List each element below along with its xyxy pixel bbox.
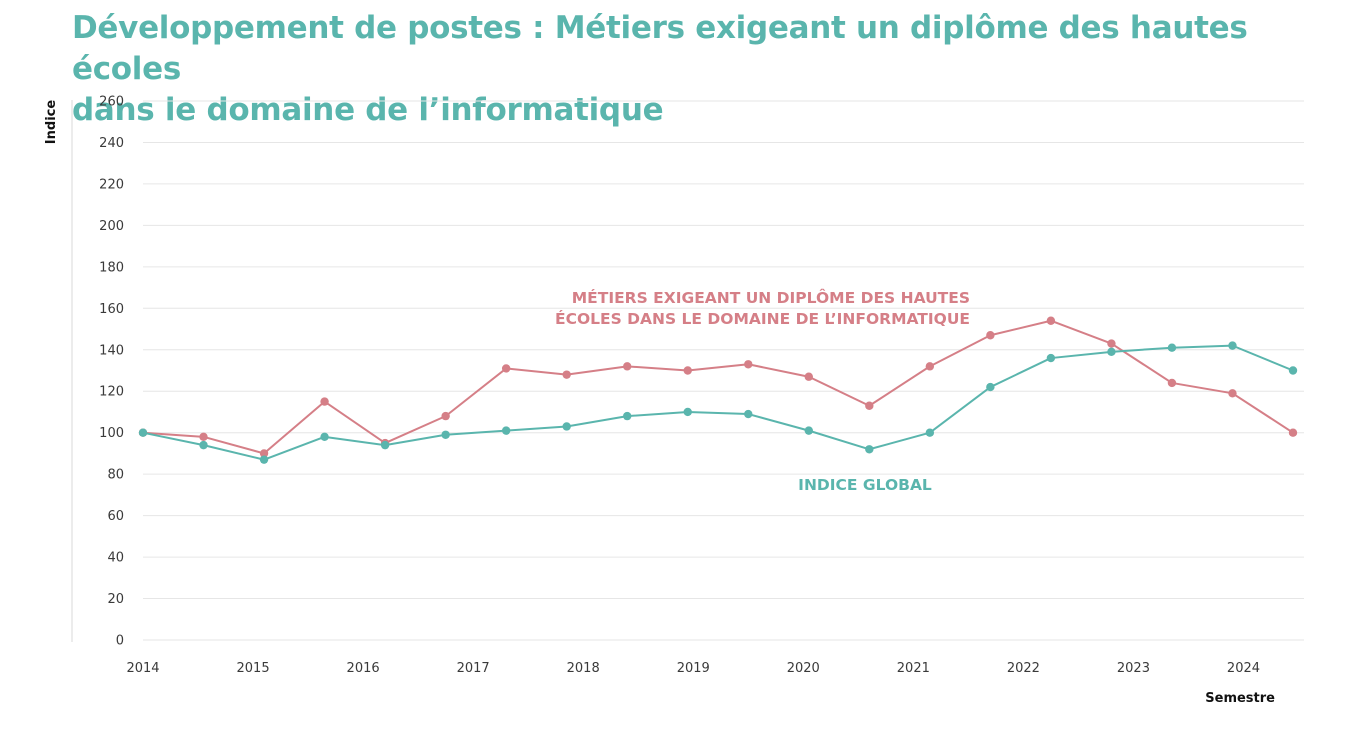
series-global-point bbox=[925, 428, 935, 437]
series-it-point bbox=[1167, 378, 1177, 388]
x-tick-label: 2015 bbox=[237, 661, 270, 676]
y-tick-label: 0 bbox=[116, 634, 124, 649]
series-it-point bbox=[986, 331, 995, 340]
y-tick-label: 20 bbox=[107, 592, 124, 607]
series-it-point bbox=[804, 372, 813, 381]
y-tick-label: 100 bbox=[99, 426, 124, 441]
y-tick-label: 240 bbox=[99, 136, 124, 151]
series-global-point bbox=[1167, 343, 1177, 352]
series-global-point bbox=[441, 430, 450, 439]
chart-title: Développement de postes : Métiers exigea… bbox=[72, 8, 1322, 131]
series-global-point bbox=[1288, 366, 1298, 375]
series-it-line bbox=[142, 319, 1294, 455]
x-tick-label: 2016 bbox=[347, 661, 380, 676]
y-tick-labels: 0 20 40 60 80 100 120 140 160 180 200 220 240 260 bbox=[99, 95, 124, 649]
series-label-it-line-2: ÉCOLES DANS LE DOMAINE DE L’INFORMATIQUE bbox=[555, 309, 970, 328]
series-global-point bbox=[683, 407, 692, 417]
x-tick-label: 2022 bbox=[1007, 661, 1040, 676]
x-tick-label: 2023 bbox=[1117, 661, 1150, 676]
series-it-point bbox=[259, 449, 269, 458]
series-global-point bbox=[501, 426, 511, 435]
series-global-point bbox=[804, 426, 813, 435]
x-tick-label: 2018 bbox=[567, 661, 600, 676]
series-it-point bbox=[1288, 428, 1298, 437]
series-global-point bbox=[320, 432, 329, 442]
series-global-point bbox=[138, 428, 148, 437]
series-global-point bbox=[1228, 341, 1237, 350]
x-tick-label: 2020 bbox=[787, 661, 820, 676]
x-tick-label: 2014 bbox=[126, 661, 159, 676]
x-tick-label: 2017 bbox=[457, 661, 490, 676]
series-global-point bbox=[865, 445, 874, 454]
series-it-point bbox=[1046, 316, 1056, 325]
series-it-point bbox=[744, 360, 753, 369]
series-it-point bbox=[865, 401, 874, 410]
chart-title-line-2: dans le domaine de l’informatique bbox=[72, 92, 664, 128]
gridlines bbox=[143, 100, 1304, 641]
series-it-point bbox=[320, 397, 329, 406]
series-it-point bbox=[683, 366, 692, 375]
x-tick-label: 2021 bbox=[897, 661, 930, 676]
series-it-point bbox=[199, 432, 208, 442]
y-tick-label: 80 bbox=[107, 468, 124, 483]
series-label-it-line-1: MÉTIERS EXIGEANT UN DIPLÔME DES HAUTES bbox=[572, 288, 970, 307]
y-tick-label: 260 bbox=[99, 95, 124, 110]
series-global-point bbox=[259, 455, 269, 464]
chart-title-line-1: Développement de postes : Métiers exigea… bbox=[72, 10, 1248, 87]
series-it-point bbox=[441, 411, 450, 421]
series-it-point bbox=[1107, 339, 1116, 348]
y-axis-title: Indice bbox=[44, 100, 59, 145]
series-it-point bbox=[501, 364, 511, 373]
x-tick-label: 2019 bbox=[677, 661, 710, 676]
series-global-point bbox=[1046, 353, 1056, 363]
y-tick-label: 120 bbox=[99, 385, 124, 400]
series-label-global: INDICE GLOBAL bbox=[798, 476, 932, 494]
series-global-point bbox=[986, 382, 995, 392]
series-it-point bbox=[1228, 389, 1237, 398]
y-tick-label: 200 bbox=[99, 219, 124, 234]
series-global-point bbox=[562, 422, 571, 431]
x-axis-title: Semestre bbox=[1205, 691, 1275, 706]
series-it-point bbox=[623, 362, 632, 371]
series-global-point bbox=[380, 440, 390, 450]
series-global-line bbox=[142, 344, 1294, 461]
y-tick-label: 160 bbox=[99, 302, 124, 317]
series-global-point bbox=[623, 411, 632, 421]
y-tick-label: 40 bbox=[107, 551, 124, 566]
series-group bbox=[138, 316, 1298, 464]
y-tick-label: 140 bbox=[99, 343, 124, 358]
x-tick-labels: 2014 2015 2016 2017 2018 2019 2020 2021 2022 2023… bbox=[126, 661, 1260, 676]
series-global-point bbox=[199, 440, 208, 450]
series-it-point bbox=[925, 362, 935, 371]
series-global-point bbox=[1107, 347, 1116, 357]
y-tick-label: 60 bbox=[107, 509, 124, 524]
y-tick-label: 180 bbox=[99, 260, 124, 275]
series-it-point bbox=[562, 370, 571, 379]
x-tick-label: 2024 bbox=[1227, 661, 1260, 676]
y-tick-label: 220 bbox=[99, 177, 124, 192]
series-global-point bbox=[744, 409, 753, 419]
